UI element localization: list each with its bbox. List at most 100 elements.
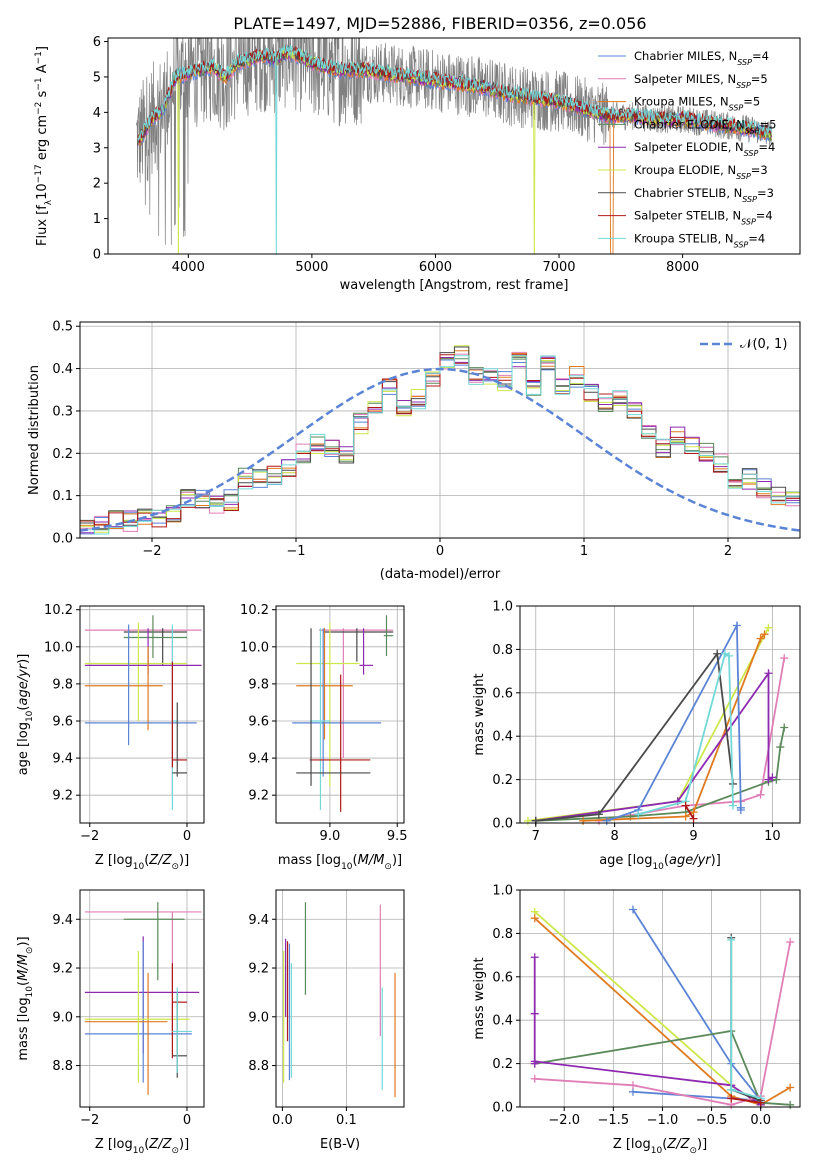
legend-entry: Kroupa STELIB, NSSP=4: [634, 231, 765, 249]
plus-marker: [634, 810, 643, 819]
y-tick-label: 9.8: [52, 677, 73, 692]
y-tick-label: 0: [93, 248, 101, 263]
mass-weight-vs-Z-panel: −2.0 −1.5 −1.0 −0.5 0.0 0.0 0.2 0.4 0.6 0.8 1.0 Z […: [472, 884, 801, 1156]
plus-marker: [728, 801, 737, 810]
y-tick-label: 4: [93, 106, 101, 121]
x-tick-label: −1: [286, 544, 305, 559]
legend-entry: Chabrier STELIB, NSSP=3: [634, 186, 774, 204]
mass-vs-Z-panel: −2 0 8.8 9.0 9.2 9.4 Z [log10(Z/Z⊙)] mass [log1…: [16, 889, 205, 1156]
y-axis-label: Flux [fλ10−17 erg cm−2 s−1 A−1]: [34, 46, 54, 246]
y-tick-label: 9.4: [52, 913, 73, 928]
kroupa-stelib-model-line: [137, 44, 773, 254]
plus-marker: [768, 773, 777, 782]
salpeter-stelib-weight-line: [684, 805, 695, 820]
legend-entry: Salpeter MILES, NSSP=5: [634, 72, 768, 90]
x-tick-label: 8: [611, 829, 619, 844]
x-tick-label: 5000: [295, 260, 328, 275]
axes-frame: [519, 605, 801, 824]
x-tick-label: −2: [80, 1113, 99, 1128]
x-tick-label: 6000: [419, 260, 452, 275]
y-tick-label: 9.2: [52, 962, 73, 977]
y-tick-label: 0.6: [492, 970, 513, 985]
y-tick-label: 0.4: [492, 1014, 513, 1029]
weight-lines: [523, 621, 789, 825]
y-tick-label: 0.2: [492, 1057, 513, 1072]
errorbars: [283, 902, 396, 1098]
y-tick-label: 9.6: [248, 714, 269, 729]
x-axis-label: wavelength [Angstrom, rest frame]: [340, 278, 569, 293]
y-tick-label: 1.0: [492, 600, 513, 615]
y-tick-label: 10.0: [44, 640, 73, 655]
x-tick-label: 9.5: [387, 829, 408, 844]
y-tick-label: 10.0: [240, 640, 269, 655]
plus-marker: [530, 1057, 539, 1066]
plus-marker: [732, 621, 741, 630]
plus-marker: [764, 623, 773, 632]
weight-lines: [530, 905, 795, 1109]
x-tick-label: 8000: [666, 260, 699, 275]
chabrier-stelib-histogram: [80, 346, 800, 530]
legend-entry: Salpeter STELIB, NSSP=4: [634, 209, 773, 227]
legend-entry: Kroupa ELODIE, NSSP=3: [634, 163, 768, 181]
axes-frame: [107, 37, 801, 255]
legend-entry: Chabrier MILES, NSSP=4: [634, 49, 769, 67]
x-tick-label: 7000: [542, 260, 575, 275]
spectrum-lines: [136, 38, 773, 254]
plus-marker: [756, 1098, 765, 1107]
plus-marker: [628, 905, 637, 914]
y-tick-label: 0.6: [492, 686, 513, 701]
x-axis-label: Z [log10(Z/Z⊙)]: [95, 1137, 189, 1156]
y-tick-label: 1.0: [492, 884, 513, 899]
plus-marker: [713, 649, 722, 658]
x-tick-label: −2.0: [548, 1113, 580, 1128]
x-tick-label: 0.0: [272, 1113, 293, 1128]
y-tick-label: 0.4: [492, 730, 513, 745]
salpeter-stelib-weight-line: [731, 1097, 761, 1104]
y-tick-label: 5: [93, 70, 101, 85]
residuals-panel: −2 −1 0 1 2 0.0 0.1 0.2 0.3 0.4 0.5 (data-model)/er…: [27, 320, 801, 582]
y-tick-label: 9.8: [248, 677, 269, 692]
x-tick-label: 9: [689, 829, 697, 844]
plus-marker: [727, 1094, 736, 1103]
axes-frame: [79, 605, 205, 824]
axes-frame: [275, 889, 405, 1108]
y-tick-label: 0.3: [52, 404, 73, 419]
y-axis-label: mass [log10(M/M⊙)]: [16, 936, 35, 1060]
plus-marker: [530, 1009, 539, 1018]
kroupa-miles-histogram: [80, 350, 800, 529]
mass-vs-ebv-panel: 0.0 0.1 8.8 9.0 9.2 9.4 E(B-V): [248, 889, 405, 1152]
errorbars: [292, 615, 394, 812]
y-tick-label: 9.2: [52, 789, 73, 804]
y-axis-label: Normed distribution: [27, 365, 42, 495]
plus-marker: [786, 1083, 795, 1092]
plus-marker: [530, 1074, 539, 1083]
age-vs-Z-panel: −2 0 9.2 9.4 9.6 9.8 10.0 10.2 Z [log10(Z/Z⊙)] ag…: [16, 603, 205, 872]
y-tick-label: 0.1: [52, 489, 73, 504]
errorbars: [84, 615, 202, 811]
x-axis-label: (data-model)/error: [380, 567, 501, 582]
y-tick-label: 2: [93, 177, 101, 192]
x-axis-label: age [log10(age/yr)]: [599, 853, 721, 872]
x-tick-label: 1: [580, 544, 588, 559]
salpeter-elodie-weight-line: [535, 670, 773, 822]
age-vs-mass-panel: 9.0 9.5 9.2 9.4 9.6 9.8 10.0 10.2 mass [log10(M/…: [240, 603, 408, 872]
x-tick-label: 10: [764, 829, 781, 844]
y-tick-label: 10.2: [44, 603, 73, 618]
y-tick-label: 0.8: [492, 643, 513, 658]
y-tick-label: 0.8: [492, 927, 513, 942]
chabrier-stelib-weight-line: [535, 651, 734, 822]
spectrum-panel: 4000 5000 6000 7000 8000 0 1 2 3 4 5 6 wavelength [A…: [34, 35, 801, 293]
x-tick-label: 0.0: [750, 1113, 771, 1128]
x-tick-label: 0: [436, 544, 444, 559]
x-tick-label: 4000: [172, 260, 205, 275]
x-tick-label: 9.0: [320, 829, 341, 844]
plus-marker: [727, 1085, 736, 1094]
y-tick-label: 9.2: [248, 962, 269, 977]
figure-title: PLATE=1497, MJD=52886, FIBERID=0356, z=0…: [233, 14, 646, 33]
histogram-lines: [80, 345, 800, 535]
chabrier-elodie-weight-line: [534, 1029, 791, 1106]
chabrier-miles-weight-line: [606, 622, 742, 822]
y-tick-label: 0.0: [52, 532, 73, 547]
chabrier-miles-weight-line: [632, 909, 763, 1102]
y-tick-label: 3: [93, 141, 101, 156]
